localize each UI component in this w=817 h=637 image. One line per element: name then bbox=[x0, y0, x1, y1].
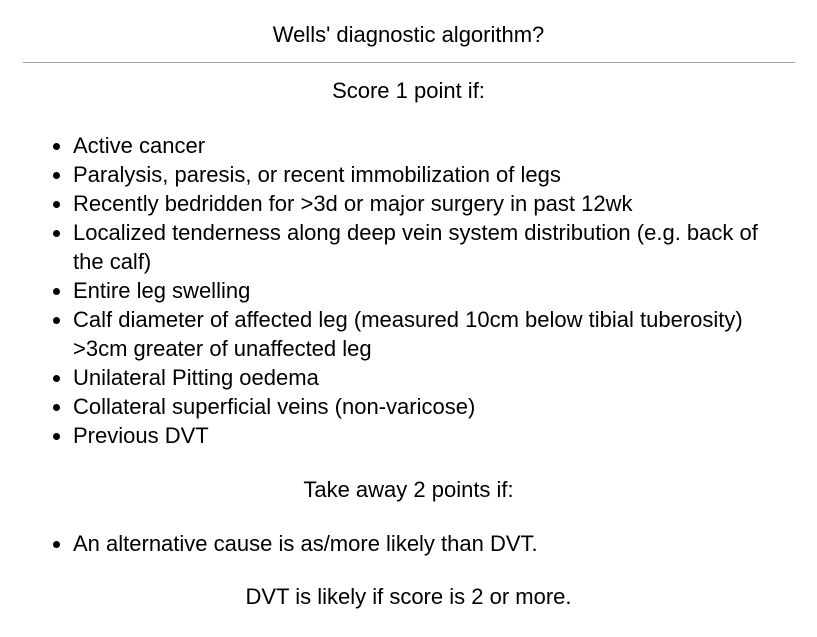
list-item: Localized tenderness along deep vein sys… bbox=[73, 218, 793, 276]
list-item: Paralysis, paresis, or recent immobiliza… bbox=[73, 160, 793, 189]
score-criteria-list: Active cancer Paralysis, paresis, or rec… bbox=[31, 131, 793, 450]
list-item: Collateral superficial veins (non-varico… bbox=[73, 392, 793, 421]
list-item: Entire leg swelling bbox=[73, 276, 793, 305]
subtract-heading: Take away 2 points if: bbox=[303, 477, 514, 502]
divider bbox=[23, 62, 795, 63]
list-item: Calf diameter of affected leg (measured … bbox=[73, 305, 793, 363]
score-heading: Score 1 point if: bbox=[332, 78, 485, 103]
list-item: Active cancer bbox=[73, 131, 793, 160]
card-title: Wells' diagnostic algorithm? bbox=[272, 22, 545, 47]
list-item: An alternative cause is as/more likely t… bbox=[73, 529, 793, 558]
conclusion: DVT is likely if score is 2 or more. bbox=[245, 584, 572, 609]
subtract-criteria-list: An alternative cause is as/more likely t… bbox=[31, 529, 793, 558]
list-item: Previous DVT bbox=[73, 421, 793, 450]
list-item: Unilateral Pitting oedema bbox=[73, 363, 793, 392]
list-item: Recently bedridden for >3d or major surg… bbox=[73, 189, 793, 218]
